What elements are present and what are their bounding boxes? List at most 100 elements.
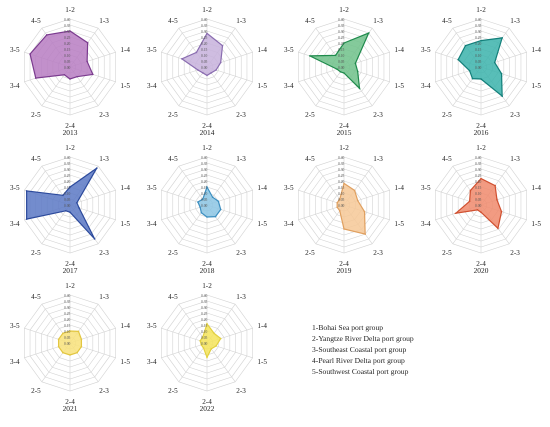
legend-item: 3-Southeast Coastal port group [312,345,407,354]
radar-axis-label: 2-4 [339,260,349,268]
radar-spoke [178,66,208,107]
radar-data-point [334,54,337,57]
radar-axis-label: 2-4 [476,260,486,268]
radar-axis-label: 2-5 [31,249,41,257]
radar-tick-label: 0.05 [475,198,481,202]
radar-tick-label: 0.10 [475,54,481,58]
radar-tick-label: 0.10 [64,54,70,58]
radar-tick-label: 0.05 [475,60,481,64]
radar-tick-label: 0.25 [338,36,344,40]
radar-axis-label: 3-5 [10,46,20,54]
radar-tick-label: 0.40 [475,156,481,160]
radar-tick-label: 0.10 [338,192,344,196]
radar-tick-label: 0.20 [201,180,207,184]
radar-chart: 0.40 0.35 0.30 0.25 0.20 0.15 0.10 0.05 0.00 1-2 1… [10,6,130,137]
radar-axis-label: 2-4 [202,260,212,268]
radar-chart: 0.40 0.35 0.30 0.25 0.20 0.15 0.10 0.05 0.00 1-2 1… [10,144,130,275]
radar-tick-label: 0.20 [64,318,70,322]
radar-axis-label: 1-3 [510,155,520,163]
radar-axis-label: 4-5 [31,17,41,25]
radar-tick-label: 0.20 [64,42,70,46]
radar-tick-label: 0.20 [201,42,207,46]
radar-tick-label: 0.05 [201,60,207,64]
radar-tick-label: 0.25 [201,174,207,178]
radar-axis-label: 3-5 [147,46,157,54]
radar-data-point [69,78,71,80]
radar-data-point [62,332,64,335]
radar-axis-label: 1-4 [120,184,130,192]
radar-spoke [178,165,208,206]
radar-axis-label: 4-5 [305,17,315,25]
radar-data-point [34,77,37,79]
radar-tick-label: 0.35 [64,300,70,304]
radar-axis-label: 1-3 [236,17,246,25]
radar-data-point [206,216,208,218]
radar-data-point [457,58,459,61]
radar-data-point [215,69,217,71]
radar-tick-label: 0.15 [338,48,344,52]
radar-tick-label: 0.00 [64,66,70,70]
radar-tick-label: 0.15 [201,48,207,52]
radar-axis-label: 1-3 [99,293,109,301]
radar-tick-label: 0.35 [338,24,344,28]
radar-tick-label: 0.15 [64,186,70,190]
radar-axis-label: 2-5 [442,249,452,257]
radar-tick-label: 0.30 [338,168,344,172]
radar-axis-label: 2-3 [373,111,383,119]
radar-data-point [500,210,503,213]
radar-data-point [215,345,217,347]
radar-data-point [199,206,201,209]
radar-axis-label: 3-4 [284,82,294,90]
radar-tick-label: 0.20 [338,180,344,184]
radar-data-point [497,227,499,230]
radar-data-point [343,182,345,185]
radar-tick-label: 0.30 [64,168,70,172]
radar-tick-label: 0.20 [475,42,481,46]
radar-data-point [206,32,208,35]
radar-data-point [69,211,71,213]
radar-spoke [178,303,208,344]
radar-axis-label: 2-3 [99,111,109,119]
radar-axis-label: 1-2 [339,144,349,152]
radar-data-point [336,201,338,204]
radar-axis-label: 1-2 [339,6,349,14]
radar-axis-label: 3-4 [147,82,157,90]
radar-tick-label: 0.25 [201,312,207,316]
radar-axis-label: 1-5 [394,82,404,90]
radar-data-point [202,347,205,349]
radar-data-point [493,61,496,64]
radar-tick-label: 0.25 [201,36,207,40]
radar-axis-label: 1-3 [510,17,520,25]
radar-data-point [78,207,80,209]
radar-chart: 0.40 0.35 0.30 0.25 0.20 0.15 0.10 0.05 0.00 1-2 1… [421,144,541,275]
radar-data-point [57,338,60,341]
radar-tick-label: 0.00 [64,342,70,346]
radar-axis-label: 2-5 [31,387,41,395]
radar-axis-label: 2-5 [168,111,178,119]
radar-tick-label: 0.40 [338,18,344,22]
radar-tick-label: 0.20 [64,180,70,184]
radar-data-point [356,70,359,73]
radar-axis-label: 3-4 [421,82,431,90]
radar-tick-label: 0.10 [201,330,207,334]
radar-data-point [308,55,311,57]
radar-axis-label: 1-5 [120,358,130,366]
radar-axis-label: 4-5 [442,155,452,163]
radar-tick-label: 0.10 [201,192,207,196]
radar-data-point [480,177,482,180]
radar-data-point [93,238,96,240]
radar-axis-label: 1-3 [99,17,109,25]
radar-data-point [206,356,208,359]
radar-data-point [496,199,498,201]
radar-axis-label: 3-4 [421,220,431,228]
radar-tick-label: 0.00 [475,66,481,70]
radar-tick-label: 0.15 [201,186,207,190]
radar-axis-label: 1-5 [531,220,541,228]
radar-axis-label: 1-2 [476,6,486,14]
radar-axis-label: 1-3 [236,293,246,301]
radar-axis-label: 1-5 [257,358,267,366]
radar-axis-label: 1-4 [120,322,130,330]
radar-tick-label: 0.25 [475,36,481,40]
radar-tick-label: 0.25 [64,36,70,40]
radar-axis-label: 1-4 [394,184,404,192]
